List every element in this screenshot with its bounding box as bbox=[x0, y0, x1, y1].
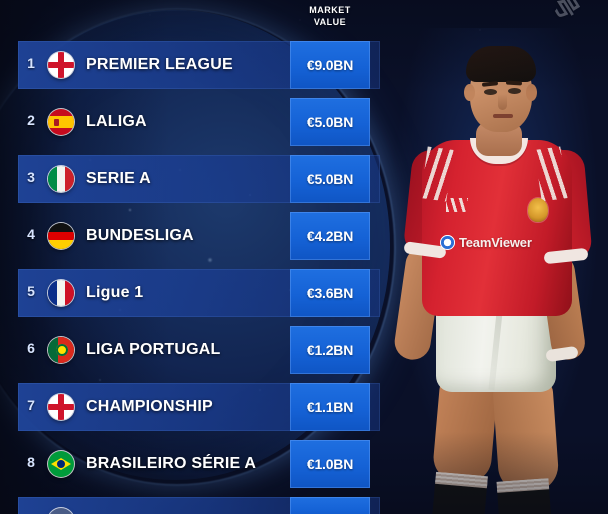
rank-number: 7 bbox=[27, 397, 35, 413]
market-value-text: €9.0BN bbox=[306, 57, 354, 73]
brazil-flag-icon bbox=[48, 451, 74, 477]
flag-part bbox=[48, 280, 57, 306]
flag-part bbox=[48, 404, 74, 410]
table-row[interactable]: 8 BRASILEIRO SÉRIE A €1.0BN bbox=[0, 440, 380, 488]
table-row[interactable]: 2 LALIGA €5.0BN bbox=[0, 98, 380, 146]
flag-part bbox=[54, 119, 59, 126]
league-name: BUNDESLIGA bbox=[86, 227, 194, 244]
portugal-flag-icon bbox=[48, 337, 74, 363]
england-flag-icon bbox=[48, 394, 74, 420]
market-value-text: €1.2BN bbox=[306, 342, 354, 358]
row-background bbox=[18, 497, 380, 514]
england-flag-icon bbox=[48, 52, 74, 78]
table-row[interactable] bbox=[0, 497, 380, 514]
flag-part bbox=[65, 166, 74, 192]
league-ranking-table: 1 PREMIER LEAGUE €9.0BN 2 LALIGA €5.0BN 3 SERIE… bbox=[0, 41, 380, 514]
market-value-text: €1.1BN bbox=[306, 399, 354, 415]
market-value-cell[interactable] bbox=[290, 497, 370, 514]
market-value-cell[interactable]: €5.0BN bbox=[290, 155, 370, 203]
flag-part bbox=[48, 508, 74, 514]
table-row[interactable]: 6 LIGA PORTUGAL €1.2BN bbox=[0, 326, 380, 374]
flag-icon bbox=[48, 508, 74, 514]
flag-part bbox=[48, 62, 74, 68]
flag-part bbox=[48, 231, 74, 241]
league-name: LIGA PORTUGAL bbox=[86, 341, 221, 358]
rank-number: 2 bbox=[27, 112, 35, 128]
market-value-cell[interactable]: €1.1BN bbox=[290, 383, 370, 431]
market-value-cell[interactable]: €4.2BN bbox=[290, 212, 370, 260]
rank-number: 8 bbox=[27, 454, 35, 470]
market-value-header-line2: VALUE bbox=[313, 17, 347, 27]
league-name: Ligue 1 bbox=[86, 284, 144, 301]
league-name: LALIGA bbox=[86, 113, 147, 130]
flag-part bbox=[57, 460, 65, 468]
table-row[interactable]: 7 CHAMPIONSHIP €1.1BN bbox=[0, 383, 380, 431]
rank-number: 1 bbox=[27, 55, 35, 71]
france-flag-icon bbox=[48, 280, 74, 306]
league-name: BRASILEIRO SÉRIE A bbox=[86, 455, 257, 472]
italy-flag-icon bbox=[48, 166, 74, 192]
table-row[interactable]: 4 BUNDESLIGA €4.2BN bbox=[0, 212, 380, 260]
market-value-cell[interactable]: €1.2BN bbox=[290, 326, 370, 374]
flag-part bbox=[56, 280, 66, 306]
league-name: SERIE A bbox=[86, 170, 151, 187]
germany-flag-icon bbox=[48, 223, 74, 249]
flag-part bbox=[48, 240, 74, 249]
flag-part bbox=[48, 166, 57, 192]
market-value-text: €5.0BN bbox=[306, 171, 354, 187]
table-row[interactable]: 3 SERIE A €5.0BN bbox=[0, 155, 380, 203]
market-value-text: €4.2BN bbox=[306, 228, 354, 244]
rank-number: 5 bbox=[27, 283, 35, 299]
flag-part bbox=[48, 337, 59, 363]
rank-number: 4 bbox=[27, 226, 35, 242]
flag-part bbox=[55, 344, 68, 356]
market-value-column-header: MARKET VALUE bbox=[290, 4, 370, 28]
market-value-header-line1: MARKET bbox=[309, 5, 351, 15]
rank-number: 6 bbox=[27, 340, 35, 356]
table-row[interactable]: 1 PREMIER LEAGUE €9.0BN bbox=[0, 41, 380, 89]
table-row[interactable]: 5 Ligue 1 €3.6BN bbox=[0, 269, 380, 317]
market-value-cell[interactable]: €3.6BN bbox=[290, 269, 370, 317]
rank-number: 3 bbox=[27, 169, 35, 185]
market-value-cell[interactable]: €5.0BN bbox=[290, 98, 370, 146]
market-value-text: €1.0BN bbox=[306, 456, 354, 472]
league-name: PREMIER LEAGUE bbox=[86, 56, 233, 73]
spain-flag-icon bbox=[48, 109, 74, 135]
market-value-cell[interactable]: €1.0BN bbox=[290, 440, 370, 488]
flag-part bbox=[48, 223, 74, 232]
market-value-cell[interactable]: €9.0BN bbox=[290, 41, 370, 89]
market-value-text: €5.0BN bbox=[306, 114, 354, 130]
market-value-text: €3.6BN bbox=[306, 285, 354, 301]
flag-part bbox=[48, 116, 74, 128]
league-name: CHAMPIONSHIP bbox=[86, 398, 213, 415]
flag-part bbox=[65, 280, 74, 306]
flag-part bbox=[56, 166, 66, 192]
